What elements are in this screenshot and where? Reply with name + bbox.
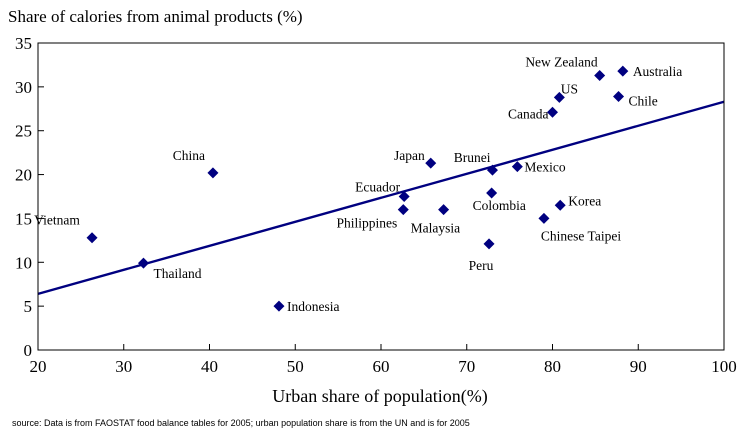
point-label: Indonesia [287,299,339,314]
x-axis-ticks: 20 30 40 50 60 70 80 90 100 [30,344,737,376]
point-label: Chile [629,94,658,109]
y-axis-ticks: 0 5 10 15 20 25 30 35 [15,34,44,360]
point-label: Malaysia [411,221,461,236]
x-tick-label: 40 [201,357,218,376]
point-label: Korea [568,193,601,208]
point-label: Philippines [337,216,398,231]
y-tick-label: 0 [24,341,33,360]
point-label: Vietnam [34,213,80,228]
data-point [486,187,498,199]
point-label: Japan [394,148,425,163]
data-point [538,212,550,224]
data-point [273,300,285,312]
x-tick-label: 30 [115,357,132,376]
point-label: Peru [469,258,494,273]
point-label: Canada [508,106,548,121]
y-tick-label: 15 [15,209,32,228]
data-point [594,69,606,81]
x-axis-title: Urban share of population(%) [272,386,487,407]
data-point [397,204,409,216]
source-note: source: Data is from FAOSTAT food balanc… [12,418,470,428]
point-label: Colombia [473,198,526,213]
point-label: Australia [633,64,683,79]
data-point [553,91,565,103]
y-tick-label: 10 [15,253,32,272]
trendline-group [37,100,725,296]
data-point [137,257,149,269]
data-point [617,65,629,77]
data-point [613,91,625,103]
data-point [398,191,410,202]
data-point [438,204,450,216]
point-label: Brunei [454,150,491,165]
chart-title: Share of calories from animal products (… [8,7,303,26]
x-tick-label: 70 [458,357,475,376]
point-label: Chinese Taipei [541,228,621,243]
point-label: New Zealand [525,54,598,69]
x-tick-label: 50 [287,357,304,376]
data-point [207,167,219,179]
point-labels: Vietnam Thailand China Indonesia Ecuador Phil… [34,54,682,314]
y-tick-label: 5 [24,297,33,316]
point-label: US [561,81,578,96]
plot-frame [37,42,725,351]
y-tick-label: 20 [15,166,32,185]
data-point [483,238,495,250]
data-point [554,199,566,211]
y-tick-label: 25 [15,122,32,141]
x-tick-label: 100 [711,357,737,376]
x-tick-label: 20 [30,357,47,376]
x-tick-label: 80 [544,357,561,376]
data-points [86,65,629,312]
data-point [511,161,523,173]
data-point [425,157,437,169]
data-point [86,232,98,244]
y-tick-label: 30 [15,78,32,97]
trendline [37,100,725,296]
y-tick-label: 35 [15,34,32,53]
x-tick-label: 90 [630,357,647,376]
data-point [486,164,498,176]
x-tick-label: 60 [373,357,390,376]
point-label: Thailand [153,266,201,281]
data-point [547,106,558,118]
point-label: Mexico [524,160,565,175]
point-label: China [173,148,205,163]
point-label: Ecuador [355,180,400,195]
